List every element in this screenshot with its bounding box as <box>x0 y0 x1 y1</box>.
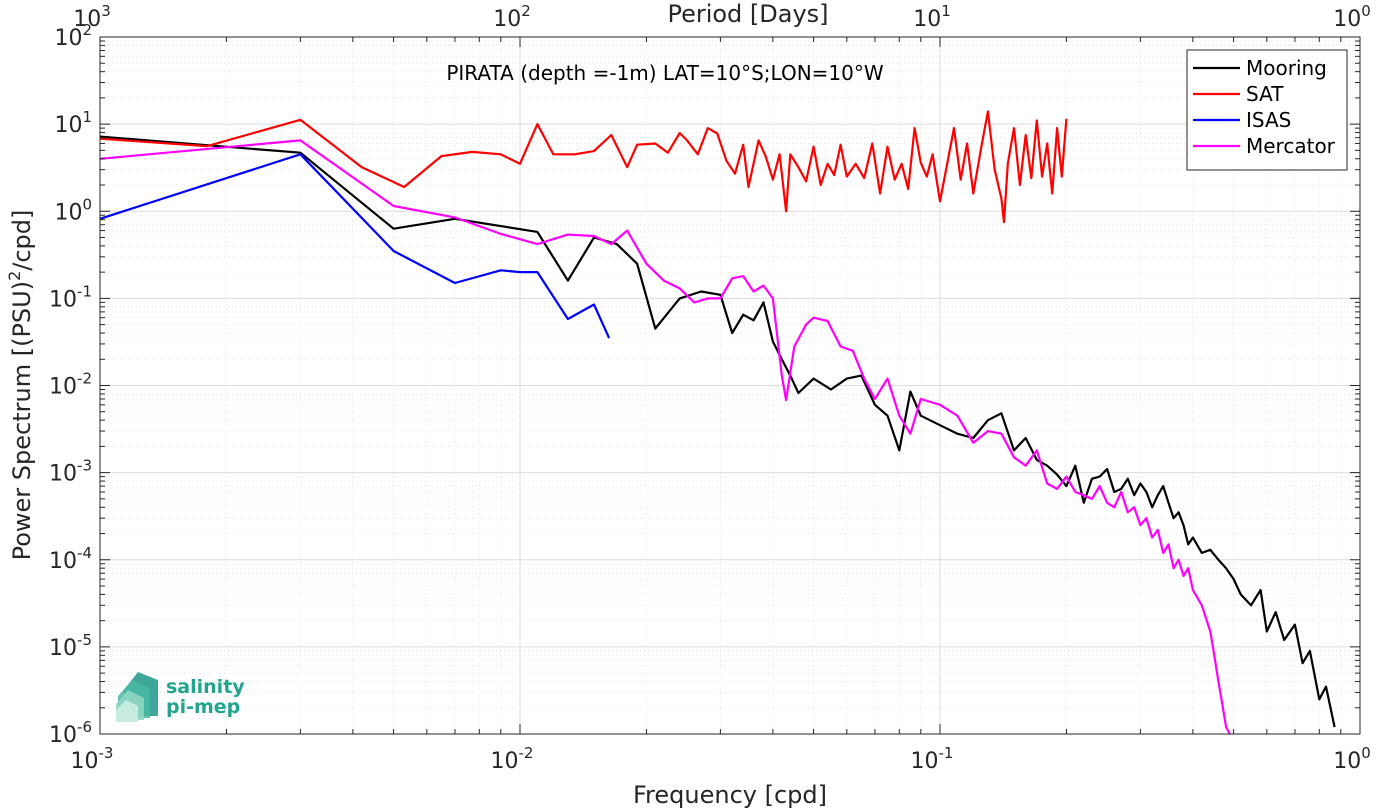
top-tick-label: 102 <box>493 2 531 32</box>
series-line-isas <box>100 153 611 339</box>
y-tick-label: 10-3 <box>49 457 92 487</box>
y-axis-label: Power Spectrum [(PSU)2/cpd] <box>5 210 36 561</box>
top-tick-label: 101 <box>913 2 951 32</box>
y-tick-label: 10-4 <box>49 544 92 574</box>
legend-label-isas: ISAS <box>1246 108 1291 132</box>
top-tick-label: 100 <box>1333 2 1371 32</box>
logo-line1: salinity <box>166 676 245 698</box>
logo-line2: pi-mep <box>166 696 240 718</box>
salinity-pi-mep-logo: salinity pi-mep <box>116 672 245 722</box>
y-tick-label: 10-2 <box>49 370 92 400</box>
x-axis-label: Frequency [cpd] <box>633 781 827 809</box>
series-line-sat <box>100 110 1068 224</box>
top-axis-label: Period [Days] <box>667 0 828 28</box>
x-tick-label: 10-2 <box>491 744 534 774</box>
top-tick-label: 103 <box>73 2 111 32</box>
wave-icon <box>116 672 158 722</box>
series-line-mercator <box>100 139 1231 734</box>
x-tick-label: 10-3 <box>71 744 114 774</box>
y-tick-label: 10-5 <box>49 631 92 661</box>
x-tick-label: 100 <box>1333 744 1371 774</box>
series-lines <box>100 110 1336 734</box>
legend-label-mooring: Mooring <box>1246 56 1327 80</box>
y-tick-label: 101 <box>54 108 92 138</box>
series-line-mooring <box>100 135 1336 728</box>
legend-label-mercator: Mercator <box>1246 134 1336 158</box>
legend-box <box>1186 49 1348 171</box>
legend-label-sat: SAT <box>1246 82 1284 106</box>
y-tick-label: 102 <box>54 21 92 51</box>
x-tick-label: 10-1 <box>911 744 954 774</box>
chart-title: PIRATA (depth =-1m) LAT=10°S;LON=10°W <box>446 61 884 85</box>
y-tick-label: 10-6 <box>49 718 92 748</box>
y-tick-label: 100 <box>54 195 92 225</box>
y-tick-label: 10-1 <box>49 282 92 312</box>
